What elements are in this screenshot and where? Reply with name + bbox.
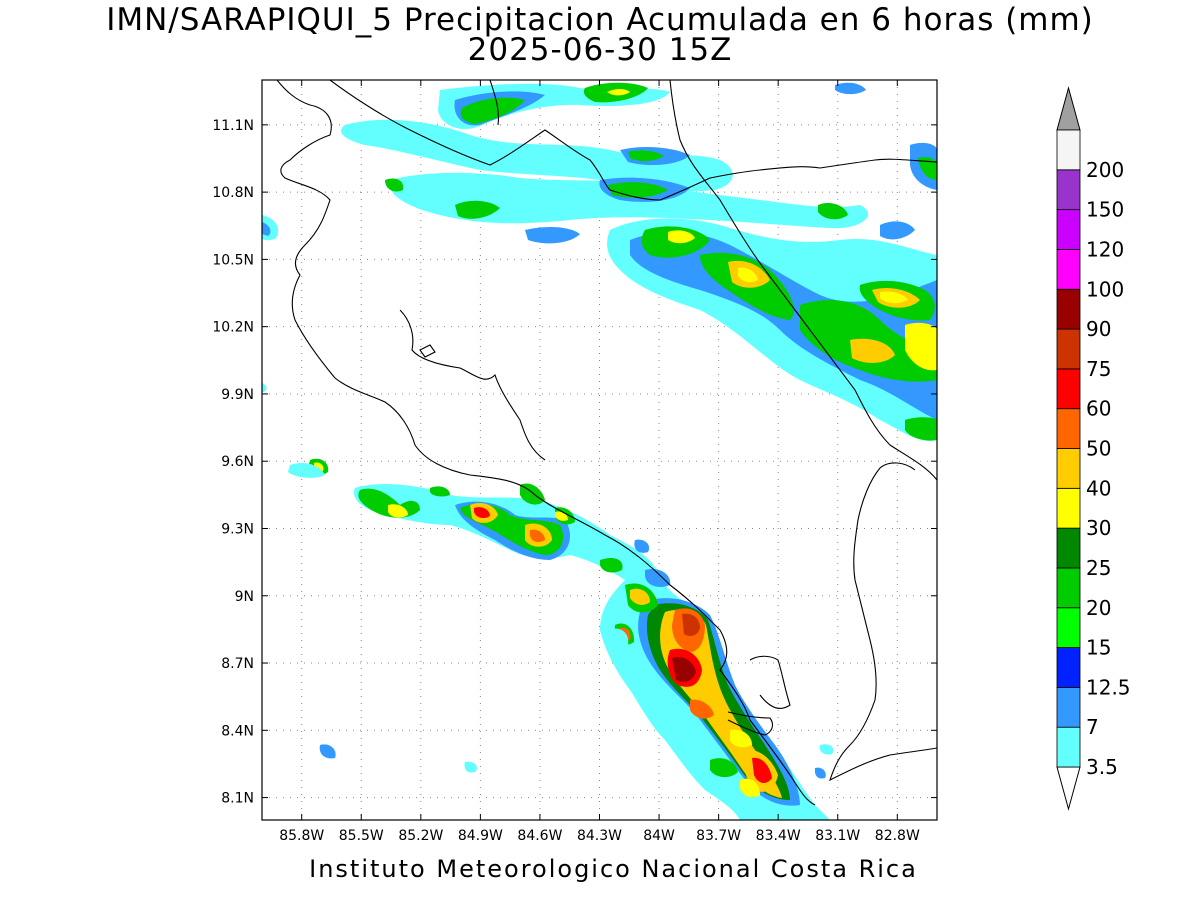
colorbar-segment [1056,328,1081,370]
lat-tick-label: 10.5N [212,252,254,268]
lat-tick-label: 8.1N [221,791,254,807]
colorbar-segment [1056,169,1081,211]
lat-tick-label: 8.7N [221,656,254,672]
precip-band-north [262,82,937,244]
colorbar-top-arrow [1056,86,1081,131]
colorbar-segment [1056,209,1081,250]
lat-tick-label: 10.2N [212,320,254,336]
map-subtitle: 2025-06-30 15Z [467,32,733,68]
colorbar-segment [1056,249,1081,290]
lon-tick-label: 84.6W [517,828,562,844]
precip-band-pacific [262,383,834,820]
colorbar-segment [1056,448,1081,489]
colorbar-segment [1056,726,1081,768]
lon-tick-label: 84.3W [577,828,622,844]
colorbar-level-label: 75 [1086,357,1111,381]
colorbar-level-label: 30 [1086,516,1111,540]
colorbar-level-label: 100 [1086,277,1124,301]
colorbar-segment [1056,288,1081,330]
latitude-axis: 11.1N 10.8N 10.5N 10.2N 9.9N 9.6N 9.3N 9N 8.7N 8.… [212,118,937,807]
colorbar-segment [1056,607,1081,648]
lat-tick-label: 10.8N [212,185,254,201]
colorbar-segment [1056,647,1081,688]
lat-tick-label: 9.3N [221,521,254,537]
lon-tick-label: 85.2W [398,828,443,844]
colorbar-level-label: 60 [1086,397,1111,421]
colorbar: 3.5 7 12.5 15 20 25 30 40 50 60 75 90 100 120 150 200 [1056,86,1131,811]
lat-tick-label: 9.6N [221,454,254,470]
map-title: IMN/SARAPIQUI_5 Precipitacion Acumulada … [106,2,1094,38]
colorbar-segment [1056,686,1081,728]
precipitation-field [262,82,937,820]
colorbar-segment [1056,527,1081,569]
colorbar-level-label: 25 [1086,556,1111,580]
colorbar-level-label: 90 [1086,317,1111,341]
colorbar-level-label: 50 [1086,437,1111,461]
lat-tick-label: 9.9N [221,387,254,403]
longitude-axis: 85.8W 85.5W 85.2W 84.9W 84.6W 84.3W 84W 83.7W 83… [279,80,920,844]
colorbar-level-label: 7 [1086,715,1099,739]
colorbar-level-label: 15 [1086,636,1111,660]
precip-band-caribbean [607,203,937,441]
colorbar-segment [1056,129,1081,171]
colorbar-level-label: 200 [1086,158,1124,182]
colorbar-segment [1056,487,1081,529]
lon-tick-label: 85.8W [279,828,324,844]
colorbar-level-label: 40 [1086,476,1111,500]
lon-tick-label: 83.4W [756,828,801,844]
lon-tick-label: 83.7W [696,828,741,844]
map-panel: 11.1N 10.8N 10.5N 10.2N 9.9N 9.6N 9.3N 9N 8.7N 8.… [212,79,938,844]
lon-tick-label: 84.9W [458,828,503,844]
colorbar-level-label: 3.5 [1086,755,1118,779]
lat-tick-label: 8.4N [221,723,254,739]
lon-tick-label: 85.5W [339,828,384,844]
lon-tick-label: 83.1W [815,828,860,844]
colorbar-segment [1056,368,1081,410]
colorbar-level-label: 12.5 [1086,675,1131,699]
coastlines-borders [276,80,937,806]
colorbar-level-label: 20 [1086,596,1111,620]
colorbar-level-label: 150 [1086,198,1124,222]
lat-tick-label: 9N [235,589,254,605]
colorbar-segment [1056,408,1081,449]
lon-tick-label: 84W [643,828,675,844]
lon-tick-label: 82.8W [875,828,920,844]
colorbar-segment [1056,567,1081,609]
colorbar-level-label: 120 [1086,237,1124,261]
colorbar-bottom-arrow [1056,766,1081,811]
lat-tick-label: 11.1N [212,118,254,134]
footer-credit: Instituto Meteorologico Nacional Costa R… [309,855,918,883]
